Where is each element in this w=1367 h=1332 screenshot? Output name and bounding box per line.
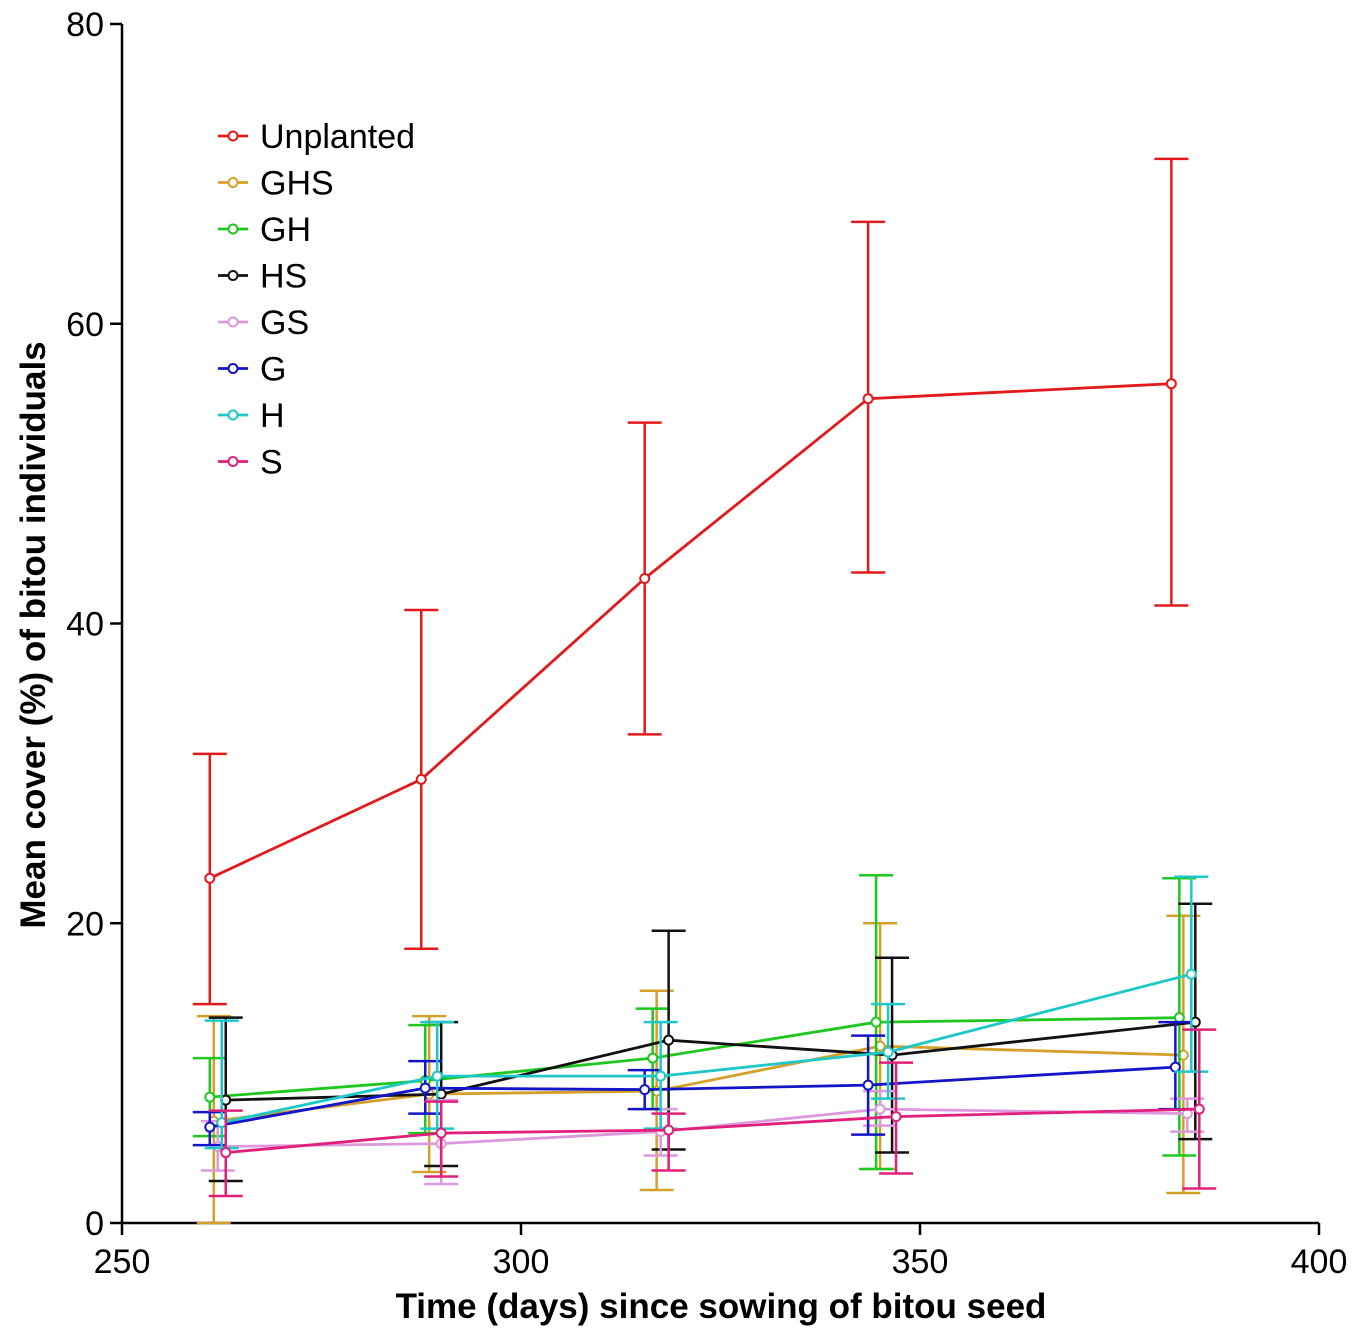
- x-tick-label: 300: [493, 1243, 550, 1281]
- legend-item-gh: GH: [218, 211, 311, 249]
- data-point: [204, 1121, 216, 1133]
- data-point: [1185, 968, 1197, 980]
- legend-label: GHS: [260, 165, 334, 203]
- series-gh: [192, 874, 1197, 1171]
- legend-label: GH: [260, 211, 311, 249]
- data-point: [204, 872, 216, 884]
- legend-item-hs: HS: [218, 258, 307, 296]
- x-tick-label: 400: [1291, 1243, 1348, 1281]
- data-point: [874, 1103, 886, 1115]
- legend-label: GS: [260, 304, 309, 342]
- x-axis-title: Time (days) since sowing of bitou seed: [396, 1287, 1047, 1326]
- series-line: [209, 1016, 1180, 1099]
- legend-label: Unplanted: [260, 118, 415, 156]
- legend-marker: [227, 270, 239, 281]
- y-tick-label: 60: [66, 306, 104, 344]
- data-point: [862, 393, 874, 405]
- legend-label: H: [260, 397, 285, 435]
- data-point: [639, 1084, 651, 1096]
- legend-label: G: [260, 351, 286, 389]
- data-point: [1165, 378, 1177, 390]
- data-point: [435, 1127, 447, 1139]
- series-s: [208, 1028, 1217, 1198]
- data-point: [415, 773, 427, 785]
- data-point: [1169, 1061, 1181, 1073]
- data-point: [862, 1079, 874, 1091]
- legend-item-s: S: [218, 444, 283, 482]
- data-point: [655, 1070, 667, 1082]
- legend-marker: [227, 316, 239, 328]
- data-point: [419, 1082, 431, 1094]
- legend-marker: [227, 177, 239, 188]
- data-point: [663, 1034, 675, 1046]
- series-line: [225, 1107, 1200, 1154]
- data-point: [639, 573, 651, 585]
- series-g: [192, 1020, 1193, 1147]
- legend-item-g: G: [218, 351, 286, 389]
- legend-marker: [227, 130, 239, 142]
- data-point: [870, 1016, 882, 1028]
- x-tick-label: 350: [892, 1243, 949, 1281]
- axes: 250 300 350 400 0 20 40 60 80: [66, 6, 1347, 1281]
- data-point: [1193, 1103, 1205, 1115]
- data-point: [1173, 1012, 1185, 1024]
- y-axis-title: Mean cover (%) of bitou individuals: [14, 341, 53, 928]
- y-tick-label: 80: [66, 6, 104, 44]
- data-point: [882, 1046, 894, 1058]
- series-unplanted: [192, 157, 1189, 1006]
- x-tick-label: 250: [94, 1243, 151, 1281]
- y-tick-label: 40: [66, 606, 104, 644]
- y-tick-label: 0: [85, 1205, 104, 1243]
- series-line: [209, 382, 1172, 880]
- data-series: [192, 157, 1217, 1225]
- series-ghs: [196, 914, 1201, 1225]
- legend-item-h: H: [218, 397, 285, 435]
- series-line: [213, 1044, 1184, 1123]
- legend-marker: [227, 363, 239, 374]
- data-point: [647, 1052, 659, 1064]
- legend-label: HS: [260, 258, 307, 296]
- legend-item-unplanted: Unplanted: [218, 118, 415, 156]
- legend-marker: [227, 223, 239, 235]
- y-tick-label: 20: [66, 905, 104, 943]
- data-point: [663, 1124, 675, 1136]
- data-point: [431, 1070, 443, 1082]
- legend-item-gs: GS: [218, 304, 309, 342]
- data-point: [220, 1147, 232, 1159]
- legend-marker: [227, 456, 239, 467]
- series-h: [204, 875, 1209, 1150]
- legend-item-ghs: GHS: [218, 165, 334, 203]
- legend-marker: [227, 409, 239, 421]
- legend-label: S: [260, 444, 283, 482]
- data-point: [204, 1091, 216, 1103]
- data-point: [890, 1111, 902, 1123]
